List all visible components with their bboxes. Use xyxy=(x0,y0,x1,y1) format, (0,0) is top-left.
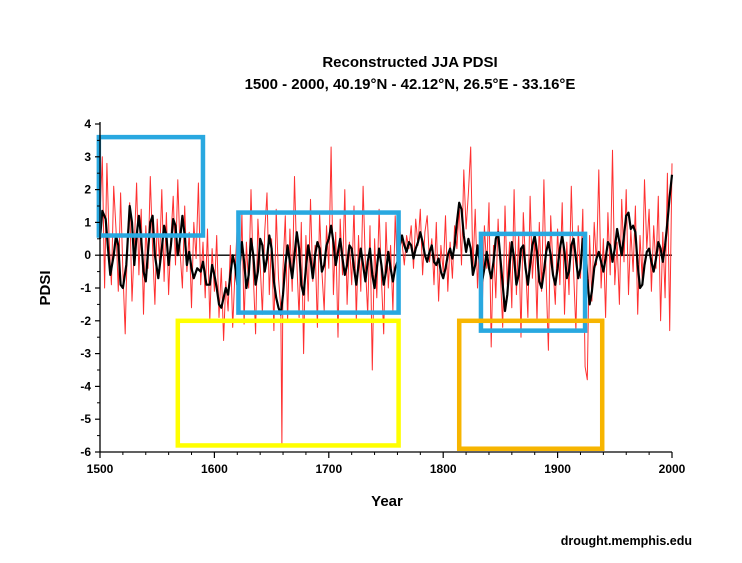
y-axis-title: PDSI xyxy=(37,270,54,305)
highlight-box-2 xyxy=(236,210,401,315)
y-tick-label: -6 xyxy=(80,445,91,459)
y-tick-label: 0 xyxy=(84,248,91,262)
x-tick-label: 2000 xyxy=(659,462,686,476)
x-tick-label: 1700 xyxy=(315,462,342,476)
x-tick-label: 1900 xyxy=(544,462,571,476)
y-tick-label: -1 xyxy=(80,281,91,295)
x-tick-label: 1600 xyxy=(201,462,228,476)
smoothed-pdsi-line xyxy=(98,174,674,316)
axes: 4 3 2 1 0 -1 -2 -3 -4 -5 -6 1500 1600 1700 1800 1900 200… xyxy=(80,117,685,476)
credit-text: drought.memphis.edu xyxy=(561,534,692,548)
highlight-box-4 xyxy=(175,318,401,448)
y-tick-label: 4 xyxy=(84,117,91,131)
highlight-box-5 xyxy=(456,318,605,451)
y-tick-label: 2 xyxy=(84,183,91,197)
y-tick-label: 3 xyxy=(84,150,91,164)
y-tick-label: -5 xyxy=(80,412,91,426)
x-tick-label: 1800 xyxy=(430,462,457,476)
y-tick-label: -3 xyxy=(80,347,91,361)
chart-title: Reconstructed JJA PDSI xyxy=(322,54,497,71)
y-tick-label: -2 xyxy=(80,314,91,328)
highlight-box-1 xyxy=(96,134,206,238)
highlight-box-3 xyxy=(478,231,588,333)
plot-area xyxy=(98,146,674,446)
highlight-boxes xyxy=(96,134,605,451)
chart-subtitle: 1500 - 2000, 40.19°N - 42.12°N, 26.5°E -… xyxy=(245,76,576,93)
y-tick-label: 1 xyxy=(84,215,91,229)
y-tick-label: -4 xyxy=(80,379,91,393)
x-axis-title: Year xyxy=(371,493,403,510)
x-tick-label: 1500 xyxy=(87,462,114,476)
